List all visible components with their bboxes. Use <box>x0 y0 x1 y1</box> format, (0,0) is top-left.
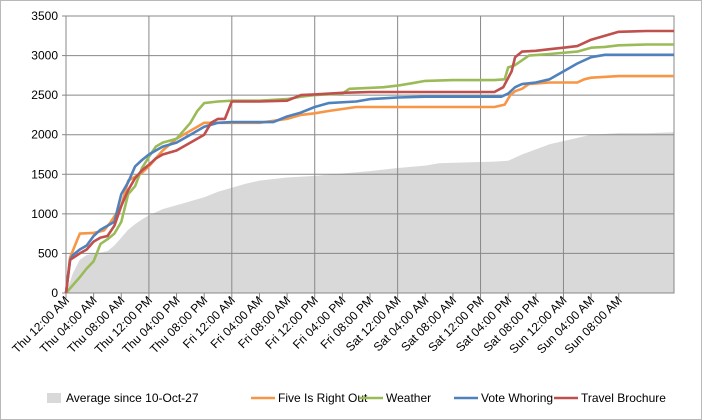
legend-label: Average since 10-Oct-27 <box>66 391 199 405</box>
legend-item-five-is-right-out: Five Is Right Out <box>251 391 368 405</box>
legend: Average since 10-Oct-27 Five Is Right Out… <box>47 391 666 405</box>
plot-border <box>65 15 675 294</box>
y-tick-label: 3000 <box>31 49 58 63</box>
series-line-travel-brochure <box>64 29 674 294</box>
legend-item-weather: Weather <box>359 391 431 405</box>
area-layer <box>66 132 674 293</box>
legend-label: Travel Brochure <box>581 391 666 405</box>
y-tick-label: 1000 <box>31 207 58 221</box>
series-area-average-since-10-oct-27 <box>66 132 674 293</box>
y-tick-label: 500 <box>38 246 58 260</box>
y-tick-label: 2500 <box>31 88 58 102</box>
series-layer <box>64 29 674 294</box>
axis-layer <box>62 15 675 298</box>
y-tick-label: 1500 <box>31 167 58 181</box>
legend-label: Weather <box>386 391 431 405</box>
legend-item-average-since-10-oct-27: Average since 10-Oct-27 <box>47 391 199 405</box>
legend-item-travel-brochure: Travel Brochure <box>554 391 666 405</box>
legend-swatch <box>47 393 61 403</box>
y-tick-label: 0 <box>51 286 58 300</box>
y-tick-labels: 0 500 1000 1500 2000 2500 3000 3500 <box>31 9 58 300</box>
y-tick-label: 3500 <box>31 9 58 23</box>
legend-item-vote-whoring: Vote Whoring <box>454 391 553 405</box>
y-tick-label: 2000 <box>31 128 58 142</box>
series-line-weather <box>65 43 674 294</box>
legend-label: Vote Whoring <box>481 391 553 405</box>
legend-label: Five Is Right Out <box>278 391 368 405</box>
series-line-vote-whoring <box>64 53 674 294</box>
